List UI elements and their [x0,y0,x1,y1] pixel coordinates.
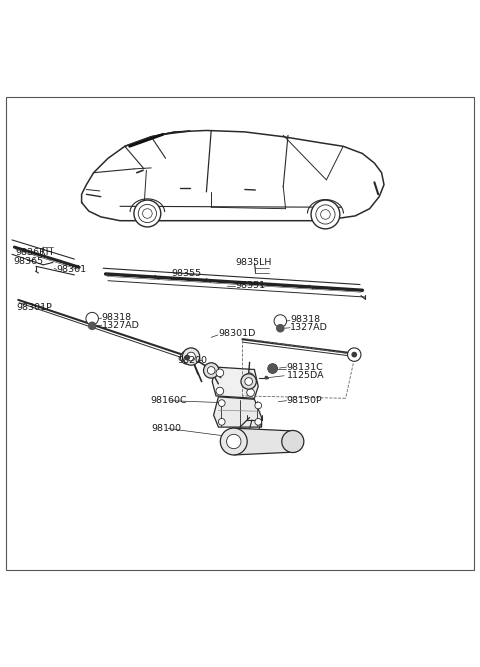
Circle shape [268,364,277,374]
Text: 1327AD: 1327AD [102,321,140,330]
Circle shape [207,367,215,374]
Text: 1125DA: 1125DA [287,372,324,380]
Circle shape [255,418,262,425]
Circle shape [218,418,225,425]
Circle shape [227,434,241,449]
Circle shape [216,369,224,377]
Polygon shape [212,367,258,398]
Text: 9835LH: 9835LH [235,258,272,267]
Circle shape [321,209,330,219]
Circle shape [218,400,225,406]
Circle shape [220,428,247,455]
Text: 98318: 98318 [102,313,132,321]
Text: 98318: 98318 [290,315,320,324]
Text: 98150P: 98150P [287,396,322,405]
Circle shape [241,374,256,389]
Circle shape [245,378,252,386]
Circle shape [268,364,277,374]
Circle shape [276,324,285,333]
Circle shape [138,204,156,223]
Circle shape [143,209,152,218]
Circle shape [311,200,340,229]
Circle shape [86,312,98,325]
Circle shape [247,389,254,396]
Text: 98355: 98355 [172,269,202,278]
Text: 98200: 98200 [178,356,207,365]
Circle shape [187,352,195,361]
Text: 98365: 98365 [13,257,43,266]
Polygon shape [233,428,295,455]
Text: 98351: 98351 [235,281,265,290]
Circle shape [180,351,194,364]
Circle shape [316,205,335,224]
Circle shape [255,402,262,409]
Text: 98361: 98361 [57,265,87,274]
Circle shape [184,355,190,360]
Circle shape [274,315,287,327]
Circle shape [204,363,219,378]
Text: 9836RH: 9836RH [15,248,53,257]
Text: 98160C: 98160C [150,396,187,405]
Circle shape [182,348,200,365]
Circle shape [348,348,361,362]
Polygon shape [214,397,262,427]
Text: 98301D: 98301D [218,329,256,338]
Text: 98131C: 98131C [287,363,324,372]
Circle shape [264,376,268,380]
Text: 1327AD: 1327AD [290,323,328,332]
Circle shape [351,352,357,358]
Circle shape [88,321,96,330]
Text: 98301P: 98301P [17,303,53,312]
Circle shape [134,200,161,227]
Circle shape [246,373,253,381]
Circle shape [282,430,304,452]
Text: 98100: 98100 [151,424,181,433]
Circle shape [216,388,224,395]
